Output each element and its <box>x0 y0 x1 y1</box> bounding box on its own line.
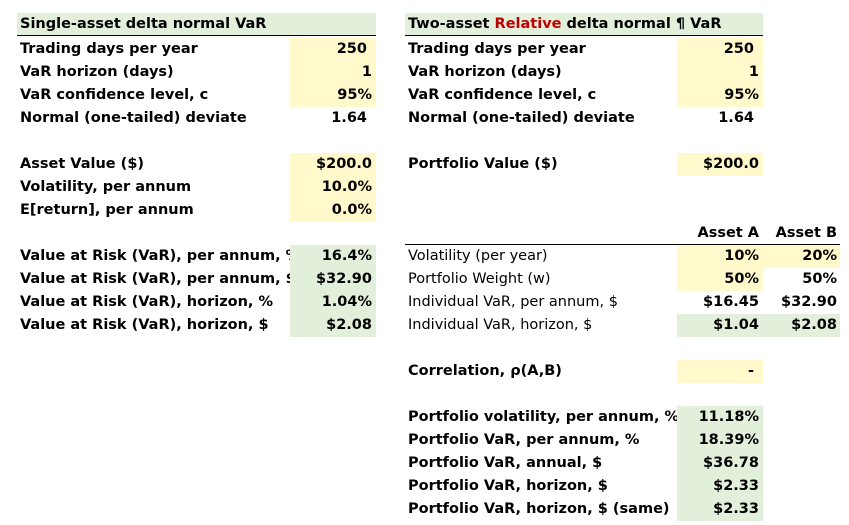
right-value-portfolio-value[interactable]: $200.0 <box>677 153 763 176</box>
right-label-ind-var-pa: Individual VaR, per annum, $ <box>408 294 618 310</box>
right-value-trading-days[interactable]: 250 <box>677 38 763 61</box>
asset-a-ind-var-pa: $16.45 <box>703 294 759 310</box>
left-label-volatility: Volatility, per annum <box>20 179 192 195</box>
right-value-deviate: 1.64 <box>718 110 754 126</box>
left-label-var-h-usd: Value at Risk (VaR), horizon, $ <box>20 317 269 333</box>
right-label-ind-var-h: Individual VaR, horizon, $ <box>408 317 593 333</box>
left-value-ereturn[interactable]: 0.0% <box>290 199 376 222</box>
left-value-var-h-pct: 1.04% <box>290 291 376 314</box>
right-label-confidence: VaR confidence level, c <box>408 87 597 103</box>
asset-b-volatility[interactable]: 20% <box>763 245 840 268</box>
right-title-highlight: Relative <box>494 16 562 32</box>
left-value-deviate: 1.64 <box>331 110 367 126</box>
right-title-pre: Two-asset <box>408 16 495 32</box>
asset-a-ind-var-h: $1.04 <box>677 314 763 337</box>
right-label-horizon: VaR horizon (days) <box>408 64 562 80</box>
right-value-port-var-horizon-same: $2.33 <box>677 498 763 521</box>
right-label-port-vol: Portfolio volatility, per annum, % <box>408 409 680 425</box>
right-table-title: Two-asset Relative delta normal ¶ VaR <box>405 13 763 36</box>
asset-table-rule <box>405 244 840 245</box>
left-value-var-h-usd: $2.08 <box>290 314 376 337</box>
left-label-confidence: VaR confidence level, c <box>20 87 209 103</box>
left-value-horizon[interactable]: 1 <box>290 61 376 84</box>
right-value-correlation[interactable]: - <box>677 360 763 383</box>
column-header-asset-b: Asset B <box>775 225 837 241</box>
left-label-ereturn: E[return], per annum <box>20 202 194 218</box>
left-label-var-h-pct: Value at Risk (VaR), horizon, % <box>20 294 274 310</box>
right-label-correlation: Correlation, ρ(A,B) <box>408 363 562 379</box>
left-value-asset-value[interactable]: $200.0 <box>290 153 376 176</box>
asset-a-volatility[interactable]: 10% <box>677 245 763 268</box>
right-value-confidence[interactable]: 95% <box>677 84 763 107</box>
left-value-volatility[interactable]: 10.0% <box>290 176 376 199</box>
right-value-port-var-horizon: $2.33 <box>677 475 763 498</box>
right-label-port-var-pct: Portfolio VaR, per annum, % <box>408 432 640 448</box>
right-label-port-var-horizon: Portfolio VaR, horizon, $ <box>408 478 608 494</box>
left-value-confidence[interactable]: 95% <box>290 84 376 107</box>
left-value-trading-days[interactable]: 250 <box>290 38 376 61</box>
left-label-var-pa-usd: Value at Risk (VaR), per annum, $ <box>20 271 296 287</box>
right-title-post: delta normal ¶ VaR <box>561 16 722 32</box>
left-label-deviate: Normal (one-tailed) deviate <box>20 110 247 126</box>
left-label-trading-days: Trading days per year <box>20 41 198 57</box>
left-table-title: Single-asset delta normal VaR <box>17 13 376 36</box>
right-label-portfolio-value: Portfolio Value ($) <box>408 156 558 172</box>
right-value-port-vol: 11.18% <box>677 406 763 429</box>
left-label-asset-value: Asset Value ($) <box>20 156 145 172</box>
right-label-port-var-annual: Portfolio VaR, annual, $ <box>408 455 603 471</box>
asset-a-weight[interactable]: 50% <box>677 268 763 291</box>
left-value-var-pa-usd: $32.90 <box>290 268 376 291</box>
column-header-asset-a: Asset A <box>697 225 759 241</box>
right-value-port-var-pct: 18.39% <box>677 429 763 452</box>
right-label-deviate: Normal (one-tailed) deviate <box>408 110 635 126</box>
right-value-horizon[interactable]: 1 <box>677 61 763 84</box>
right-label-trading-days: Trading days per year <box>408 41 586 57</box>
right-label-asset-volatility: Volatility (per year) <box>408 248 548 264</box>
asset-b-ind-var-h: $2.08 <box>763 314 840 337</box>
right-label-weight: Portfolio Weight (w) <box>408 271 551 287</box>
asset-b-weight: 50% <box>802 271 837 287</box>
asset-b-ind-var-pa: $32.90 <box>781 294 837 310</box>
left-label-var-pa-pct: Value at Risk (VaR), per annum, % <box>20 248 301 264</box>
right-label-port-var-horizon-same: Portfolio VaR, horizon, $ (same) <box>408 501 670 517</box>
left-value-var-pa-pct: 16.4% <box>290 245 376 268</box>
right-value-port-var-annual: $36.78 <box>677 452 763 475</box>
left-label-horizon: VaR horizon (days) <box>20 64 174 80</box>
